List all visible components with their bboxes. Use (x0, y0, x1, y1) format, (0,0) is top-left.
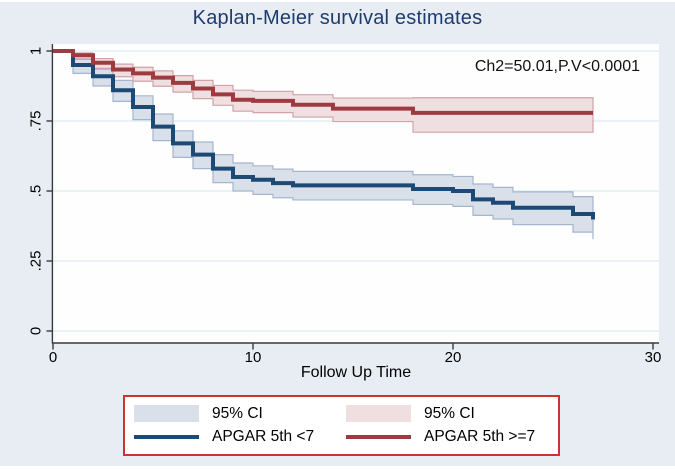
legend-label: APGAR 5th >=7 (424, 428, 536, 446)
x-tick-label: 10 (244, 349, 262, 366)
ci-band-swatch-pink (346, 405, 411, 423)
legend-item-apgar-ge7: APGAR 5th >=7 (346, 428, 558, 446)
y-tick-label: 1 (27, 46, 45, 56)
y-tick-label: .75 (27, 110, 45, 132)
chi-square-annotation: Ch2=50.01,P.V<0.0001 (474, 58, 640, 75)
survival-curves (53, 49, 595, 240)
y-tick-label: .25 (27, 250, 45, 272)
x-tick-label: 30 (644, 349, 662, 366)
legend-item-ci-pink: 95% CI (346, 405, 558, 423)
x-tick-label: 20 (444, 349, 462, 366)
legend-label: APGAR 5th <7 (212, 428, 315, 446)
x-tick-label: 0 (48, 349, 58, 366)
legend: 95% CI 95% CI APGAR 5th <7 APGAR 5th >=7 (123, 395, 560, 456)
y-tick-label: .5 (27, 184, 45, 198)
legend-label: 95% CI (212, 404, 263, 422)
legend-item-ci-blue: 95% CI (134, 405, 346, 423)
chart-title: Kaplan-Meier survival estimates (192, 7, 483, 29)
axes (46, 44, 659, 350)
line-swatch-maroon (346, 435, 411, 440)
legend-label: 95% CI (424, 404, 475, 422)
x-axis-title: Follow Up Time (300, 364, 412, 381)
y-tick-label: 0 (27, 326, 45, 336)
line-swatch-navy (134, 435, 199, 440)
legend-item-apgar-lt7: APGAR 5th <7 (134, 428, 346, 446)
ci-band-swatch-blue (134, 405, 199, 423)
